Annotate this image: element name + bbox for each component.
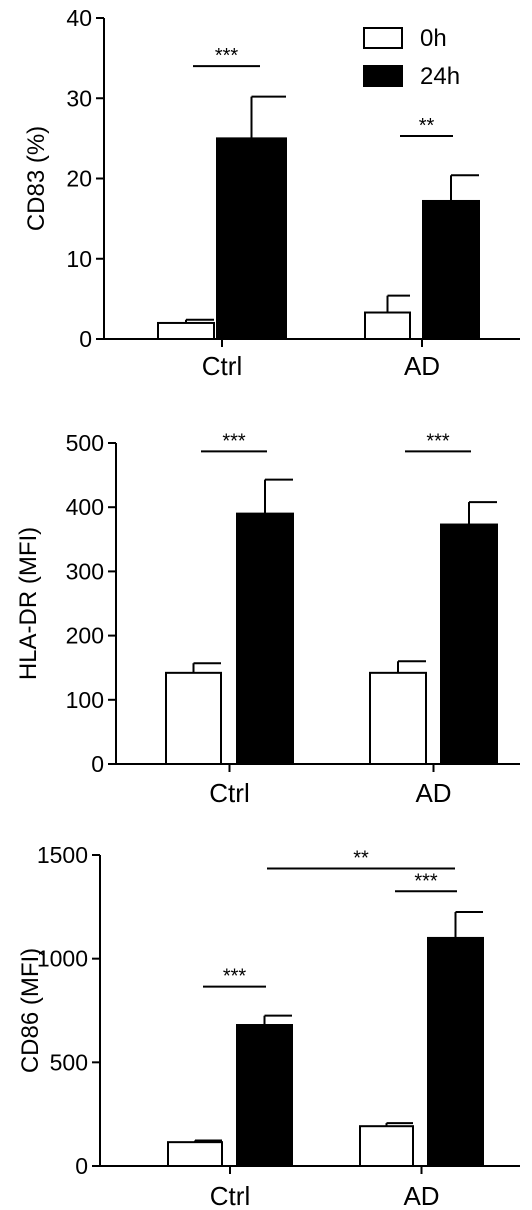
y-tick-label: 1500 (37, 842, 88, 868)
bar-0h-AD (369, 671, 427, 765)
y-tick-label: 200 (66, 623, 104, 649)
y-tick-label: 10 (66, 246, 92, 272)
x-tick-label: Ctrl (210, 1181, 250, 1210)
significance-label: *** (426, 430, 450, 452)
bar-0h-Ctrl (167, 1141, 223, 1167)
y-tick-label: 1000 (37, 946, 88, 972)
y-tick-label: 100 (66, 687, 104, 713)
y-tick-label: 500 (50, 1049, 88, 1075)
bar-24h-Ctrl (236, 1024, 293, 1167)
y-tick-label: 300 (66, 558, 104, 584)
legend-label: 24h (420, 63, 460, 90)
bar-24h-AD (440, 523, 498, 765)
y-tick-label: 500 (66, 430, 104, 456)
x-tick-label: Ctrl (202, 351, 242, 381)
y-tick-label: 40 (66, 5, 92, 31)
y-axis-label: CD86 (MFI) (17, 948, 44, 1073)
legend-label: 0h (420, 25, 447, 52)
y-tick-label: 0 (79, 326, 92, 352)
y-axis-label: HLA-DR (MFI) (15, 527, 42, 680)
legend-swatch-0h (363, 27, 403, 49)
bar-0h-AD (364, 311, 411, 340)
y-tick-label: 30 (66, 85, 92, 111)
y-tick-label: 0 (91, 751, 104, 777)
y-tick-label: 0 (75, 1153, 88, 1179)
x-tick-label: AD (403, 1181, 439, 1210)
x-tick-label: Ctrl (209, 778, 249, 808)
significance-label: *** (223, 966, 247, 988)
y-tick-label: 400 (66, 494, 104, 520)
bar-24h-AD (427, 936, 484, 1168)
significance-label: ** (419, 115, 435, 137)
bar-24h-AD (422, 199, 480, 340)
x-tick-label: AD (415, 778, 451, 808)
significance-label: *** (222, 430, 246, 452)
y-tick-label: 20 (66, 166, 92, 192)
bar-24h-Ctrl (236, 512, 294, 765)
significance-label: *** (215, 45, 239, 67)
bar-0h-AD (359, 1125, 414, 1168)
significance-label: ** (353, 847, 369, 869)
bar-24h-Ctrl (216, 137, 287, 340)
legend-swatch-24h (363, 65, 403, 87)
bar-0h-Ctrl (165, 671, 222, 765)
y-axis-label: CD83 (%) (23, 126, 50, 231)
significance-label: *** (414, 870, 438, 892)
chart-panel-2: 0 100 200 300 400 500 HLA-DR (MFI) Ctrl AD *** *** (15, 430, 520, 808)
bar-0h-Ctrl (157, 321, 215, 341)
x-tick-label: AD (404, 351, 440, 381)
